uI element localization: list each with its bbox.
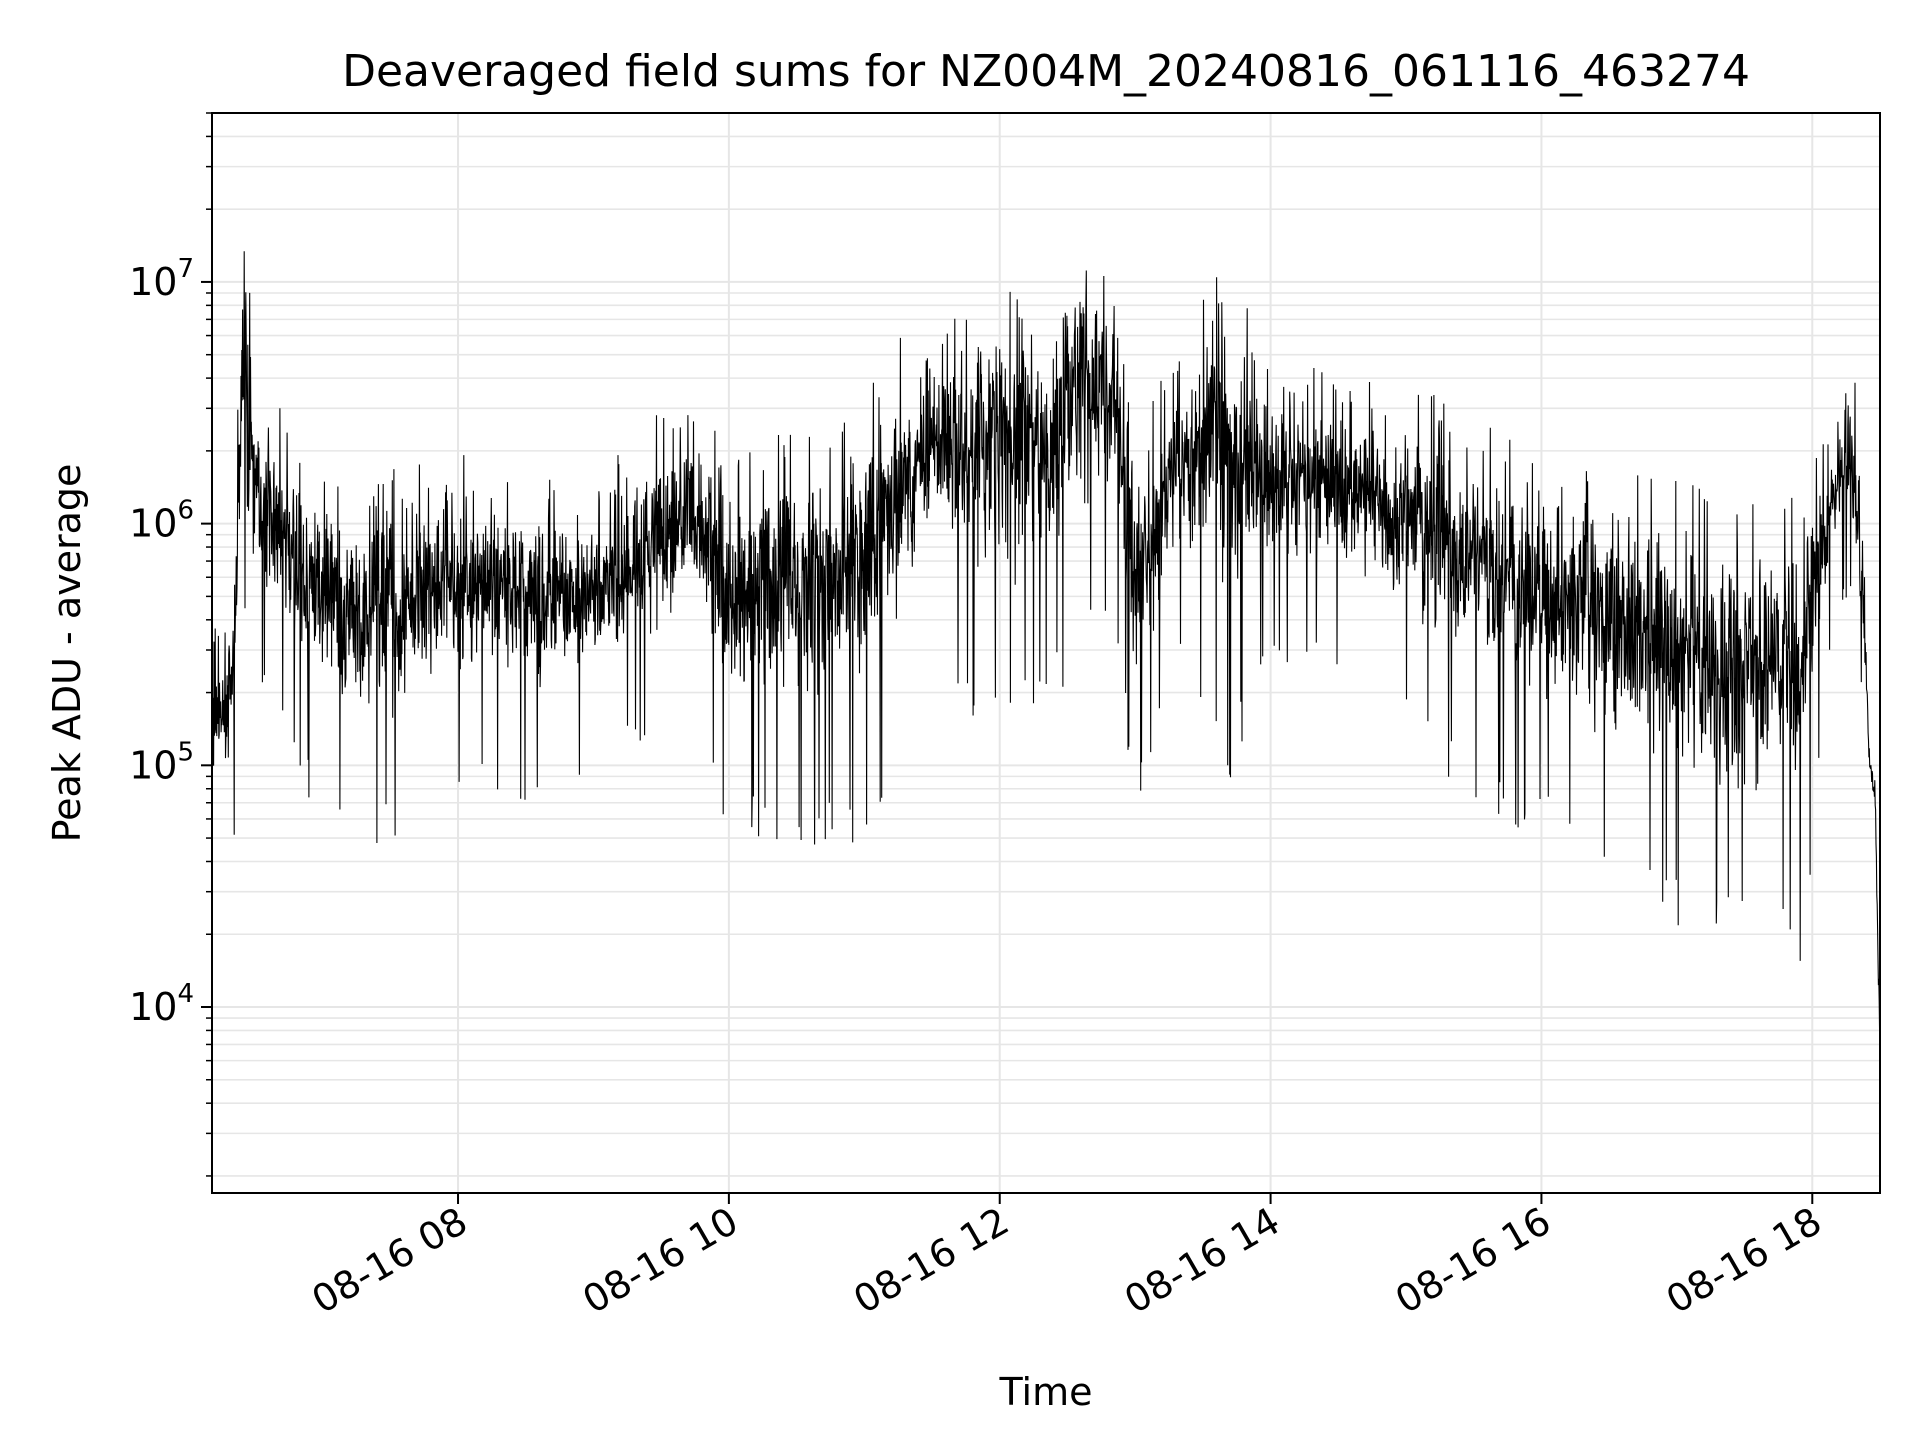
x-axis-label: Time [999, 1370, 1093, 1414]
y-axis-label: Peak ADU - average [45, 464, 89, 843]
series-line [211, 251, 1881, 1035]
chart-title: Deaveraged field sums for NZ004M_2024081… [342, 46, 1750, 97]
series-layer [211, 251, 1881, 1035]
y-tick-label: 104 [129, 979, 194, 1029]
plot-area-frame [211, 112, 1881, 1194]
y-tick-label: 106 [129, 496, 194, 546]
y-tick-label: 107 [129, 254, 194, 304]
y-tick-label: 105 [129, 737, 194, 787]
